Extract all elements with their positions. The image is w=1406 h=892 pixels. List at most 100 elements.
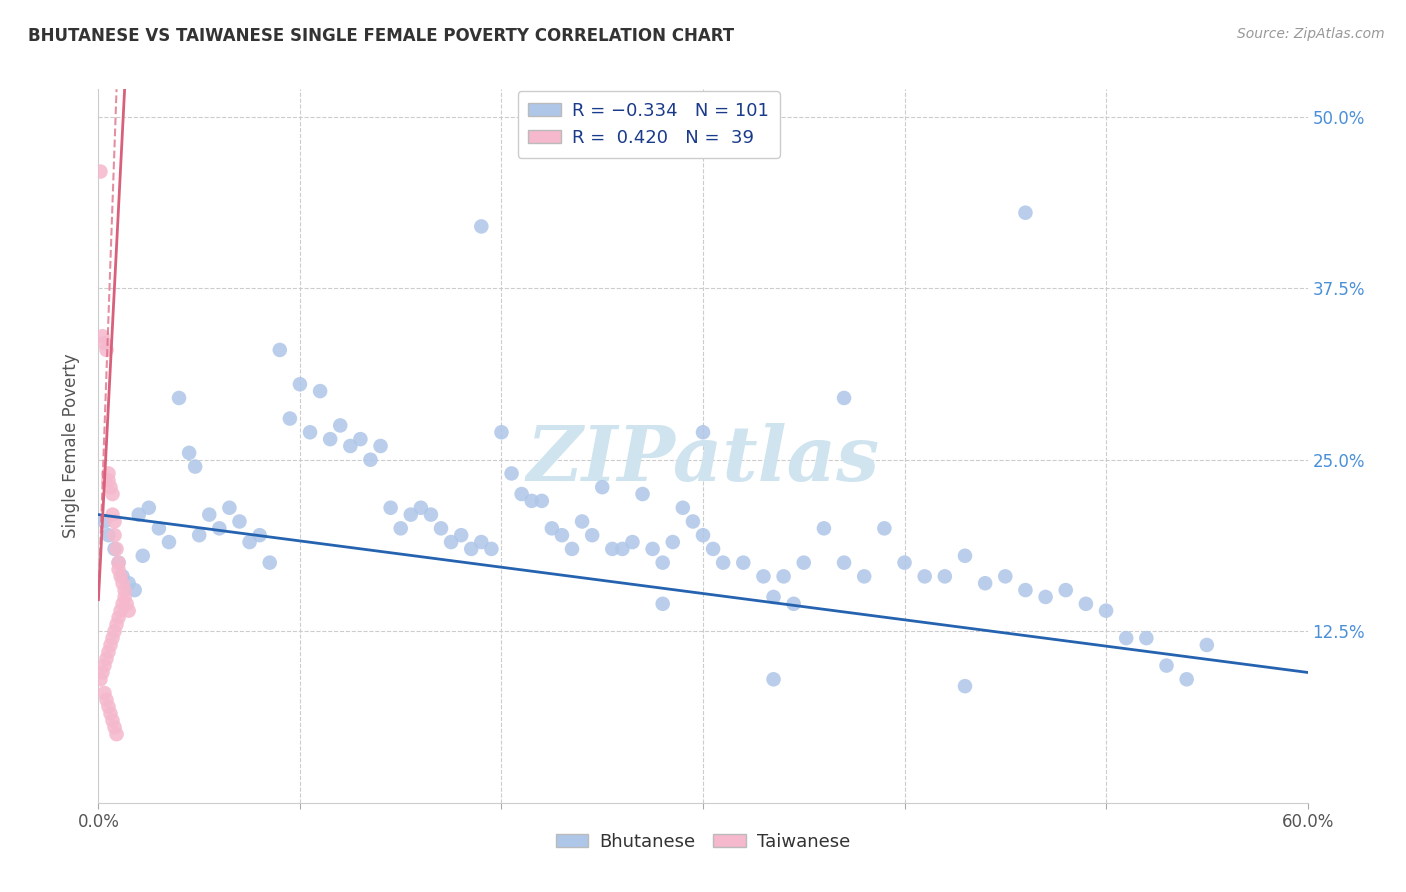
Point: [1054, 583, 1077, 598]
Point: [481, 541, 503, 556]
Point: [111, 597, 134, 611]
Point: [501, 467, 523, 481]
Point: [1115, 631, 1137, 645]
Point: [239, 535, 262, 549]
Point: [571, 515, 593, 529]
Point: [319, 432, 342, 446]
Point: [692, 528, 714, 542]
Point: [97, 699, 120, 714]
Point: [832, 391, 855, 405]
Point: [100, 638, 122, 652]
Point: [692, 425, 714, 440]
Point: [460, 541, 482, 556]
Point: [97, 467, 120, 481]
Point: [1074, 597, 1097, 611]
Point: [93, 686, 115, 700]
Point: [148, 521, 170, 535]
Point: [105, 617, 128, 632]
Point: [188, 528, 211, 542]
Point: [111, 569, 134, 583]
Point: [873, 521, 896, 535]
Point: [218, 500, 240, 515]
Point: [96, 343, 118, 357]
Point: [349, 432, 371, 446]
Point: [89, 164, 111, 178]
Point: [97, 645, 120, 659]
Point: [111, 576, 134, 591]
Point: [772, 569, 794, 583]
Point: [107, 556, 129, 570]
Point: [450, 528, 472, 542]
Point: [101, 487, 124, 501]
Point: [107, 556, 129, 570]
Point: [208, 521, 231, 535]
Point: [89, 673, 111, 687]
Point: [530, 494, 553, 508]
Point: [540, 521, 562, 535]
Point: [389, 521, 412, 535]
Point: [561, 541, 583, 556]
Point: [974, 576, 997, 591]
Point: [167, 391, 190, 405]
Point: [551, 528, 574, 542]
Point: [91, 665, 114, 680]
Point: [103, 720, 125, 734]
Point: [110, 604, 132, 618]
Point: [914, 569, 936, 583]
Point: [793, 556, 815, 570]
Point: [893, 556, 915, 570]
Point: [269, 343, 291, 357]
Point: [832, 556, 855, 570]
Point: [288, 377, 311, 392]
Point: [249, 528, 271, 542]
Point: [783, 597, 806, 611]
Point: [651, 556, 673, 570]
Point: [128, 508, 150, 522]
Point: [103, 541, 125, 556]
Point: [934, 569, 956, 583]
Point: [96, 693, 118, 707]
Point: [853, 569, 876, 583]
Point: [470, 219, 492, 234]
Point: [602, 541, 624, 556]
Point: [93, 658, 115, 673]
Point: [953, 549, 976, 563]
Point: [682, 515, 704, 529]
Point: [114, 590, 136, 604]
Point: [612, 541, 634, 556]
Point: [329, 418, 352, 433]
Y-axis label: Single Female Poverty: Single Female Poverty: [62, 354, 80, 538]
Point: [118, 604, 141, 618]
Point: [510, 487, 533, 501]
Point: [118, 576, 141, 591]
Point: [420, 508, 443, 522]
Point: [360, 452, 382, 467]
Point: [440, 535, 463, 549]
Point: [184, 459, 207, 474]
Point: [1014, 205, 1036, 219]
Point: [813, 521, 835, 535]
Point: [299, 425, 322, 440]
Point: [97, 473, 120, 487]
Point: [661, 535, 683, 549]
Point: [107, 562, 129, 576]
Point: [132, 549, 155, 563]
Point: [100, 706, 122, 721]
Point: [91, 329, 114, 343]
Point: [1035, 590, 1057, 604]
Point: [994, 569, 1017, 583]
Point: [621, 535, 644, 549]
Point: [110, 569, 132, 583]
Point: [96, 651, 118, 665]
Point: [100, 480, 122, 494]
Point: [1156, 658, 1178, 673]
Point: [591, 480, 613, 494]
Point: [107, 610, 129, 624]
Point: [641, 541, 664, 556]
Point: [157, 535, 180, 549]
Point: [1095, 604, 1118, 618]
Point: [105, 727, 128, 741]
Point: [124, 583, 146, 598]
Point: [752, 569, 775, 583]
Point: [198, 508, 221, 522]
